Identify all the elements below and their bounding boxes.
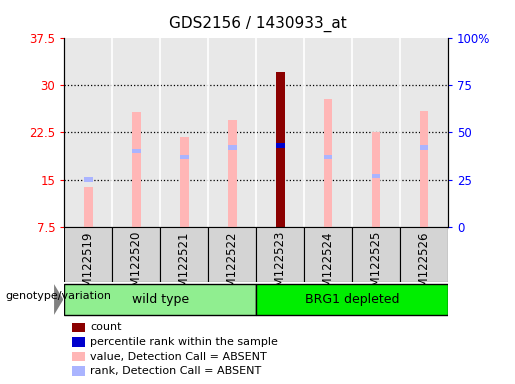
Bar bbox=[324, 155, 333, 159]
Text: GDS2156 / 1430933_at: GDS2156 / 1430933_at bbox=[168, 15, 347, 31]
Bar bbox=[352, 227, 400, 282]
Bar bbox=[276, 72, 284, 227]
Bar bbox=[64, 227, 112, 282]
Bar bbox=[64, 284, 256, 315]
Text: GSM122525: GSM122525 bbox=[370, 231, 383, 302]
Bar bbox=[132, 112, 141, 227]
Text: percentile rank within the sample: percentile rank within the sample bbox=[90, 337, 278, 347]
Bar bbox=[304, 227, 352, 282]
Bar bbox=[228, 120, 236, 227]
Text: GSM122524: GSM122524 bbox=[322, 231, 335, 303]
Bar bbox=[84, 177, 93, 182]
Text: value, Detection Call = ABSENT: value, Detection Call = ABSENT bbox=[90, 351, 267, 362]
Bar bbox=[324, 99, 333, 227]
Text: GSM122523: GSM122523 bbox=[273, 231, 287, 302]
Text: genotype/variation: genotype/variation bbox=[5, 291, 111, 301]
Bar bbox=[160, 227, 208, 282]
Text: rank, Detection Call = ABSENT: rank, Detection Call = ABSENT bbox=[90, 366, 262, 376]
Bar bbox=[420, 111, 428, 227]
Bar bbox=[372, 174, 381, 178]
Text: GSM122522: GSM122522 bbox=[226, 231, 239, 303]
Bar bbox=[132, 149, 141, 154]
Text: GSM122526: GSM122526 bbox=[418, 231, 431, 303]
Bar bbox=[112, 227, 160, 282]
Bar bbox=[372, 132, 381, 227]
Bar bbox=[228, 145, 236, 150]
Bar bbox=[256, 227, 304, 282]
Bar bbox=[180, 155, 188, 159]
Text: GSM122519: GSM122519 bbox=[82, 231, 95, 303]
Polygon shape bbox=[54, 284, 63, 315]
Bar bbox=[256, 284, 448, 315]
Bar bbox=[180, 137, 188, 227]
Bar bbox=[420, 145, 428, 150]
Text: GSM122521: GSM122521 bbox=[178, 231, 191, 303]
Text: wild type: wild type bbox=[132, 293, 189, 306]
Bar bbox=[84, 187, 93, 227]
Bar bbox=[208, 227, 256, 282]
Text: BRG1 depleted: BRG1 depleted bbox=[305, 293, 399, 306]
Text: count: count bbox=[90, 322, 122, 333]
Bar bbox=[400, 227, 448, 282]
Text: GSM122520: GSM122520 bbox=[130, 231, 143, 302]
Bar bbox=[276, 144, 284, 148]
